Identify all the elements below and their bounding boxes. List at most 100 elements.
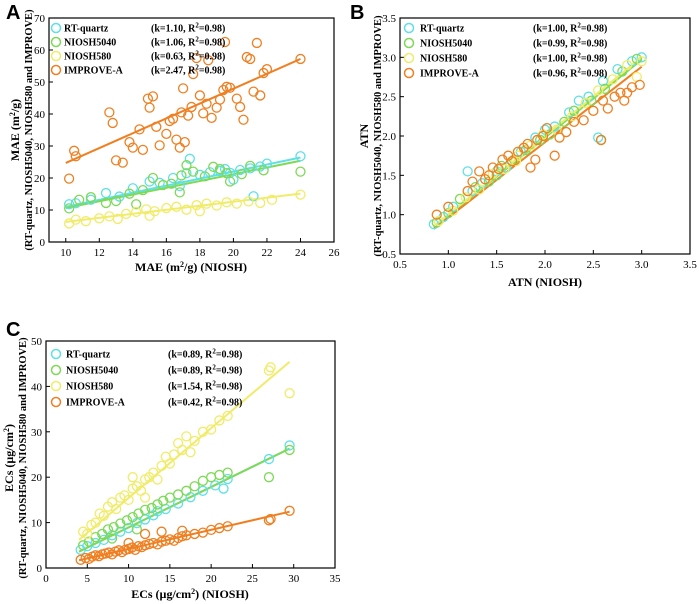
legend-label: NIOSH5040	[66, 366, 118, 377]
legend-marker-n5040	[403, 37, 415, 49]
panel-a-y-axis-title-end: /g)	[8, 99, 22, 113]
panel-a-x-ticks: 10 12 14 16 18 20 22 24 26	[60, 238, 340, 259]
panel-b-letter: B	[350, 2, 364, 24]
data-point-n5040	[617, 66, 628, 77]
data-point-n5040	[137, 185, 149, 196]
data-point-n5040	[454, 193, 466, 205]
data-point-imp	[160, 535, 171, 546]
data-point-n580	[181, 431, 192, 442]
data-point-n580	[205, 424, 217, 435]
y-tick-label: 0	[37, 563, 43, 575]
data-point-n5040	[245, 160, 256, 171]
data-point-rt	[448, 201, 459, 212]
data-point-rt	[549, 121, 560, 132]
legend-fit-stats: (k=0.42, R2=0.98)	[168, 396, 242, 409]
data-point-rt	[612, 63, 623, 75]
panel-b-y-axis-title-line2: (RT-quartz, NIOSH5040, NIOSH580 and IMPR…	[373, 15, 384, 257]
x-tick-label: 25	[247, 573, 259, 585]
data-point-imp	[238, 114, 249, 125]
data-point-n5040	[166, 178, 177, 189]
data-point-rt	[167, 172, 179, 184]
data-point-imp	[554, 132, 565, 143]
legend-marker-imp	[50, 396, 62, 408]
legend-marker-n5040	[50, 36, 62, 48]
data-point-n580	[160, 451, 171, 462]
data-point-imp	[70, 151, 81, 162]
data-point-imp	[123, 537, 134, 549]
x-tick-label: 15	[164, 573, 176, 585]
y-tick-label: 30	[31, 427, 43, 439]
data-point-n5040	[106, 533, 118, 544]
data-point-imp	[218, 84, 229, 96]
data-point-n580	[510, 156, 522, 167]
y-tick-label: 50	[31, 336, 43, 348]
panel-c-points	[75, 362, 295, 565]
panel-a-letter: A	[6, 2, 20, 24]
data-point-n5040	[63, 203, 75, 214]
legend-fit-stats: (k=0.99, R2=0.98)	[533, 37, 607, 50]
data-point-imp	[107, 117, 118, 129]
x-tick-label: 14	[127, 247, 139, 259]
data-point-imp	[467, 176, 478, 187]
x-tick-label: 10	[60, 247, 72, 259]
panel-c-plot-frame	[45, 340, 336, 569]
data-point-n580	[90, 517, 101, 528]
data-point-n580	[636, 56, 647, 67]
data-point-imp	[222, 521, 233, 532]
panel-b-x-axis-title: ATN (NIOSH)	[508, 275, 582, 289]
fit-line-n580	[78, 361, 291, 541]
panel-b-legend: RT-quartz (k=1.00, R2=0.98) NIOSH5040 (k=0.…	[403, 22, 607, 80]
legend-label: IMPROVE-A	[420, 69, 480, 80]
legend-marker-rt	[50, 22, 62, 34]
legend-fit-stats: (k=1.00, R2=0.98)	[533, 22, 607, 35]
data-point-imp	[595, 134, 607, 146]
data-point-imp	[144, 538, 155, 550]
data-point-imp	[224, 82, 236, 93]
data-point-imp	[177, 83, 189, 94]
data-point-imp	[116, 546, 128, 558]
y-tick-label: 3.5	[382, 13, 396, 25]
data-point-n5040	[100, 197, 112, 209]
legend-label: RT-quartz	[64, 24, 109, 35]
data-point-imp	[214, 94, 226, 105]
data-point-n580	[214, 415, 225, 426]
legend-marker-n5040	[50, 364, 62, 376]
data-point-imp	[117, 157, 128, 168]
legend-label: IMPROVE-A	[64, 66, 124, 77]
y-tick-label: 70	[34, 13, 46, 25]
data-point-imp	[588, 105, 599, 116]
data-point-n5040	[172, 489, 184, 500]
data-point-n5040	[102, 524, 114, 535]
data-point-rt	[70, 198, 81, 209]
data-point-rt	[184, 153, 195, 164]
data-point-imp	[261, 64, 273, 75]
data-point-n5040	[258, 165, 269, 176]
data-point-n5040	[139, 504, 151, 516]
data-point-imp	[179, 137, 190, 148]
data-point-rt	[263, 453, 275, 465]
legend-fit-stats: (k=0.96, R2=0.98)	[533, 67, 607, 80]
data-point-rt	[152, 506, 163, 517]
data-point-n5040	[74, 194, 85, 205]
data-point-imp	[602, 103, 613, 114]
panel-a-x-axis-title-main: MAE (m	[135, 260, 180, 274]
panel-c-x-ticks: 0 5 10 15 20 25 30 35	[43, 564, 341, 585]
data-point-imp	[182, 110, 194, 121]
legend-fit-stats: (k=2.47, R2=0.98)	[151, 64, 225, 77]
x-tick-label: 24	[295, 247, 307, 259]
data-point-imp	[597, 95, 609, 106]
y-tick-label: 10	[34, 205, 46, 217]
data-point-n580	[94, 213, 105, 224]
data-point-imp	[161, 128, 172, 139]
data-point-n5040	[284, 444, 295, 456]
data-point-imp	[462, 185, 473, 197]
legend-label: RT-quartz	[420, 24, 465, 35]
legend-fit-stats: (k=1.00, R2=0.98)	[533, 52, 607, 65]
x-tick-label: 30	[288, 573, 300, 585]
panel-c-y-ticks: 0 10 20 30 40 50	[31, 336, 50, 575]
y-tick-label: 40	[34, 109, 46, 121]
data-point-imp	[124, 137, 135, 148]
y-tick-label: 1.0	[382, 210, 396, 222]
data-point-imp	[619, 95, 630, 106]
